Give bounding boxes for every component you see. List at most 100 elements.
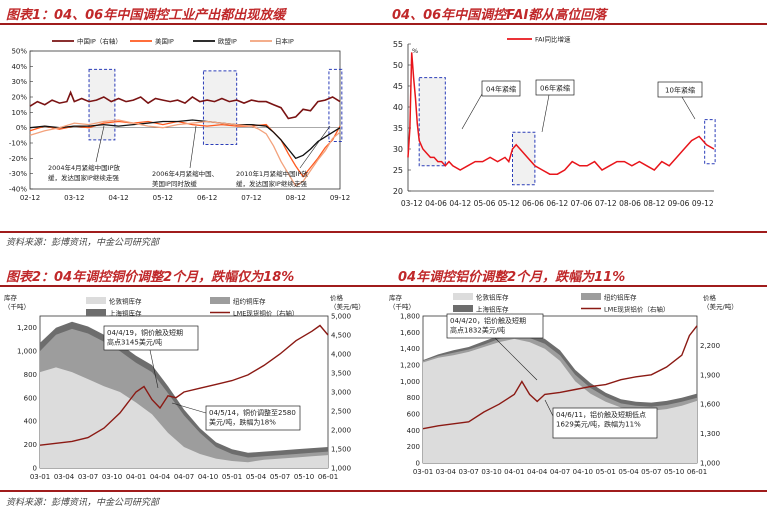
x-tick-label: 08-12	[643, 199, 665, 208]
annotation-box	[535, 79, 575, 96]
x-tick-label: 05-07	[270, 473, 290, 481]
annotation-box	[657, 81, 703, 98]
figure-1-title: 图表1：04、06年中国调控工业产出都出现放缓	[6, 8, 286, 23]
y-tick-label: 30%	[11, 78, 27, 86]
copper-chart: 1,200 1,000 800 600 400 200 0 5,000 4,500 4,000 3,…	[4, 293, 365, 481]
legend-swatch	[86, 309, 106, 316]
inventory-area	[40, 367, 328, 468]
annotation-leader	[95, 125, 105, 163]
tightening-box	[418, 77, 446, 167]
x-tick-label: 05-12	[498, 199, 520, 208]
y-tick-label: 1,900	[700, 371, 720, 379]
y-tick-label: 40%	[11, 63, 27, 71]
x-tick-label: 04-10	[198, 473, 218, 481]
x-tick-label: 06-01	[687, 468, 707, 476]
figure-fai-title: 04、06年中国调控FAI都从高位回落	[392, 8, 607, 23]
series-line	[29, 120, 341, 178]
y-tick-label: 0	[33, 465, 37, 473]
fai-chart: 55 50 45 40 35 30 25 20% 03-12 04-06 04-12 05-06 05-…	[393, 35, 716, 208]
y-tick-label: 50	[393, 61, 403, 70]
annotation-box	[481, 80, 521, 97]
aluminium-chart: 1,800 1,600 1,400 1,200 1,000 800 600 400 200 0 2,…	[389, 293, 738, 477]
annotation-box	[446, 313, 544, 339]
y-tick-label: -20%	[9, 155, 27, 163]
unit-label: 库存（千吨）	[389, 293, 415, 311]
annotation-label: 04/5/14，铜价调整至2580 美元/吨，跌幅为18%	[209, 408, 296, 427]
x-tick-label: 05-06	[474, 199, 496, 208]
annotation-leader	[681, 96, 696, 120]
x-tick-label: 03-07	[78, 473, 98, 481]
y-tick-label: 1,200	[400, 362, 420, 370]
legend-label: LME现货铝价（右轴）	[604, 305, 669, 314]
legend-label: 上海铝库存	[476, 305, 509, 314]
y-tick-label: 2,500	[331, 408, 351, 416]
x-tick-label: 07-12	[241, 194, 261, 202]
annotation: 2006年4月紧缩中国、美国IP同时放缓	[152, 169, 218, 188]
tightening-box	[328, 68, 343, 142]
y-tick-label: 600	[24, 394, 37, 402]
series-line	[29, 119, 341, 160]
source-note-top: 资料来源：彭博资讯，中金公司研究部	[6, 238, 160, 248]
figure-2-title: 图表2：04年调控铜价调整2个月，跌幅仅为18%	[6, 270, 295, 285]
legend-label: 上海铜库存	[109, 309, 142, 318]
x-tick-label: 05-01	[222, 473, 242, 481]
y-tick-label: -40%	[9, 186, 27, 194]
legend-swatch	[86, 297, 106, 304]
annotation-leader	[149, 349, 159, 389]
series-line	[29, 90, 341, 120]
unit-label: 价格（美元/吨）	[330, 293, 365, 311]
source-note-bottom: 资料来源：彭博资讯，中金公司研究部	[6, 498, 160, 508]
x-tick-label: 04-01	[126, 473, 146, 481]
y-tick-label: 0%	[16, 124, 27, 132]
annotation-leader	[544, 399, 554, 417]
x-tick-label: 03-01	[30, 473, 50, 481]
x-tick-label: 07-12	[595, 199, 617, 208]
unit-label: 价格（美元/吨）	[703, 293, 738, 311]
y-tick-label: 1,500	[331, 446, 351, 454]
plot-frame	[29, 50, 341, 190]
y-tick-label: 30	[393, 145, 403, 154]
legend-label: LME现货铜价（右轴）	[233, 309, 298, 318]
x-tick-label: 03-01	[413, 468, 433, 476]
annotation: 2004年4月紧缩中国IP放缓，发达国家IP继续走强	[48, 163, 121, 182]
x-tick-label: 03-04	[436, 468, 457, 476]
legend-label: 伦敦铝库存	[476, 293, 509, 302]
y-tick-label: 40	[393, 103, 403, 112]
x-tick-label: 03-04	[54, 473, 75, 481]
y-tick-label: 2,200	[700, 342, 720, 350]
legend-swatch	[581, 293, 601, 300]
x-tick-label: 08-06	[619, 199, 641, 208]
x-tick-label: 09-12	[692, 199, 714, 208]
x-tick-label: 07-06	[571, 199, 593, 208]
legend-label: 纽约铝库存	[604, 293, 637, 302]
annotation-box	[103, 325, 199, 351]
bottom-divider	[0, 490, 767, 492]
series-line	[407, 52, 715, 175]
tightening-box	[202, 70, 238, 146]
legend-swatch	[453, 293, 473, 300]
x-tick-label: 04-10	[573, 468, 593, 476]
mid-divider-1	[0, 231, 767, 233]
legend-label: 日本IP	[275, 37, 294, 46]
x-tick-label: 05-07	[641, 468, 661, 476]
x-tick-label: 03-12	[401, 199, 423, 208]
y-tick-label: -30%	[9, 170, 27, 178]
y-tick-label: 1,000	[17, 348, 37, 356]
y-tick-label: 400	[24, 418, 37, 426]
x-tick-label: 04-04	[150, 473, 171, 481]
x-tick-label: 06-01	[318, 473, 338, 481]
y-tick-label: 4,000	[331, 351, 351, 359]
annotation-box	[552, 407, 658, 439]
annotation: 2010年1月紧缩中国IP放缓，发达国家IP继续走强	[236, 169, 309, 188]
y-tick-label: 800	[24, 371, 37, 379]
unit-label: %	[412, 47, 418, 55]
x-tick-label: 05-04	[246, 473, 267, 481]
x-tick-label: 03-07	[458, 468, 478, 476]
legend-label: 伦敦铜库存	[109, 297, 142, 306]
y-tick-label: 55	[393, 40, 403, 49]
y-tick-label: 4,500	[331, 332, 351, 340]
y-tick-label: 1,000	[400, 378, 420, 386]
price-line	[39, 324, 329, 446]
x-tick-label: 06-06	[522, 199, 544, 208]
y-tick-label: 200	[407, 443, 420, 451]
